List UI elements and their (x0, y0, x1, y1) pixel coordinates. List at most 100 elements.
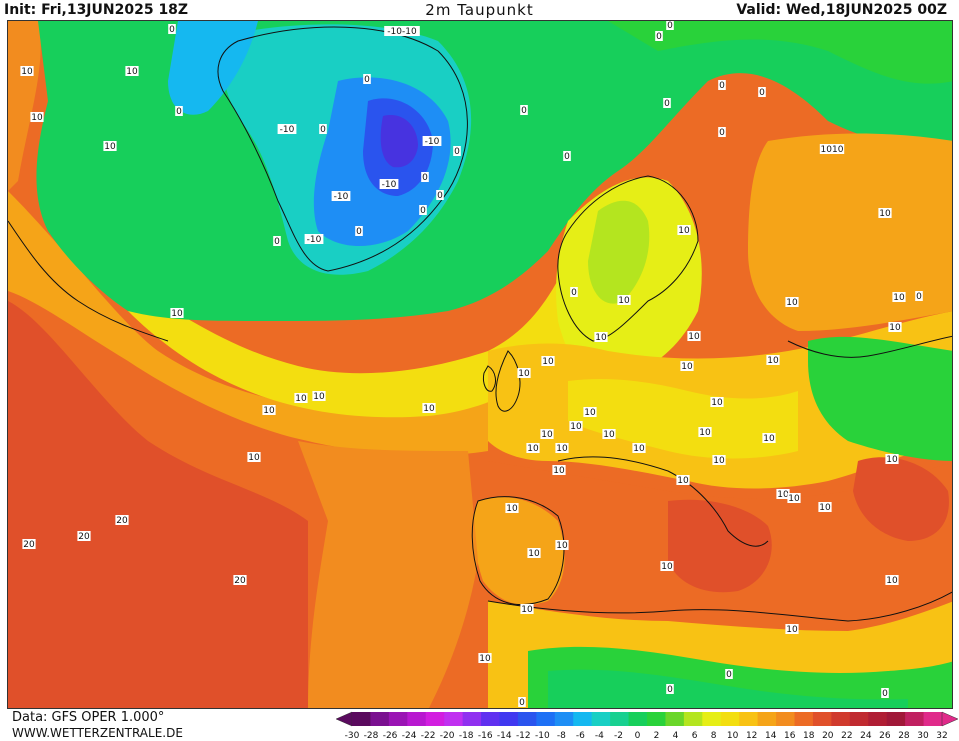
colorbar-tick-label: 16 (784, 731, 796, 740)
colorbar-tick-label: -10 (535, 731, 550, 740)
contour-label: 10 (294, 393, 308, 404)
contour-label: 10 (478, 653, 492, 664)
contour-label: -10 (331, 191, 351, 202)
contour-label-box (594, 332, 608, 342)
contour-label-text: 10 (677, 476, 689, 486)
contour-label-text: 10 (521, 605, 533, 615)
contour-label: 10 (170, 308, 184, 319)
contour-label-text: 10 (661, 562, 673, 572)
contour-label-text: 0 (667, 685, 673, 695)
canada-coast (8, 220, 169, 342)
colorbar-tick-label: 26 (879, 731, 891, 740)
contour-label-box (570, 287, 578, 297)
contour-label-box (541, 356, 555, 366)
contour-label-text: 10 (699, 428, 711, 438)
contour-label: 10 (892, 292, 906, 303)
colorbar-swatch (868, 712, 888, 726)
contour-label: 10 (885, 575, 899, 586)
contour-label: 10 (888, 322, 902, 333)
colorbar-swatch (886, 712, 906, 726)
colorbar-tick-label: 6 (692, 731, 698, 740)
contour-label-text: 10 (713, 456, 725, 466)
contour-label: 0 (663, 98, 671, 109)
colorbar-tick-label: 0 (635, 731, 641, 740)
contour-label-text: 10 (556, 444, 568, 454)
contour-label-text: 10 (479, 654, 491, 664)
contour-label-box (818, 502, 832, 512)
sahara-green-deep (548, 669, 908, 708)
contour-label-text: 10 (423, 404, 435, 414)
contour-label-text: 20 (23, 540, 35, 550)
contour-label: 10 (552, 465, 566, 476)
contour-label-text: 0 (364, 75, 370, 85)
contour-label-text: -10-10 (387, 27, 417, 37)
contour-label: 10 (885, 454, 899, 465)
contour-label-box (331, 191, 351, 201)
contour-label-box (478, 653, 492, 663)
contour-label: 10 (262, 405, 276, 416)
contour-label-text: 10 (506, 504, 518, 514)
contour-label: 10 (422, 403, 436, 414)
contour-label-box (419, 205, 427, 215)
colorbar-swatch (481, 712, 500, 726)
contour-label-text: 0 (667, 21, 673, 31)
contour-label: 10 (505, 503, 519, 514)
contour-label: 10 (710, 397, 724, 408)
contour-label-box (103, 141, 117, 151)
colorbar-swatch (647, 712, 666, 726)
contour-label-box (888, 322, 902, 332)
colorbar-tick-label: -18 (459, 731, 474, 740)
contour-label-box (294, 393, 308, 403)
contour-label-box (125, 66, 139, 76)
colorbar-arrow-right (941, 711, 958, 727)
colorbar-tick-label: -30 (345, 731, 360, 740)
colorbar-tick-label: 18 (803, 731, 815, 740)
colorbar-tick-label: -16 (478, 731, 493, 740)
contour-label-box (881, 688, 889, 698)
contour-label-box (505, 503, 519, 513)
colorbar-tick-label: 20 (822, 731, 834, 740)
colorbar-swatch (831, 712, 851, 726)
contour-label-text: 10 (263, 406, 275, 416)
contour-label-box (30, 112, 44, 122)
contour-label: 10 (660, 561, 674, 572)
coastlines (8, 26, 952, 622)
contour-label-text: 10 (678, 226, 690, 236)
contour-label: -10 (304, 234, 324, 245)
contour-label-box (115, 515, 129, 525)
colorbar-tick-label: 2 (654, 731, 660, 740)
contour-label-box (677, 225, 691, 235)
band-yellow (128, 261, 568, 418)
contour-label: 1010 (819, 144, 845, 155)
contour-label-text: 10 (528, 549, 540, 559)
contour-label: 0 (436, 190, 444, 201)
contour-label-box (819, 144, 845, 154)
colorbar-tick-label: -20 (440, 731, 455, 740)
contour-label-box (655, 31, 663, 41)
colorbar-swatch (849, 712, 869, 726)
contour-label: 10 (20, 66, 34, 77)
colorbar (336, 711, 958, 727)
colorbar-swatch (683, 712, 703, 726)
contour-label-text: 0 (564, 152, 570, 162)
contour-label-box (762, 433, 776, 443)
contour-label: 10 (776, 489, 790, 500)
contour-label: 10 (712, 455, 726, 466)
colorbar-swatch (407, 712, 427, 726)
contour-label-text: 10 (786, 625, 798, 635)
contour-label: 20 (77, 531, 91, 542)
contour-label-box (569, 421, 583, 431)
contour-label: 0 (718, 80, 726, 91)
contour-label: 0 (175, 106, 183, 117)
contour-label-text: 10 (541, 430, 553, 440)
contour-label: 0 (881, 688, 889, 699)
scandinavia-inner (588, 200, 650, 304)
contour-label-box (247, 452, 261, 462)
contour-label: 0 (915, 291, 923, 302)
contour-label: 10 (583, 407, 597, 418)
contour-label-box (632, 443, 646, 453)
colorbar-tick-label: -28 (364, 731, 379, 740)
colorbar-tick-label: -24 (402, 731, 417, 740)
contour-label-text: 0 (719, 81, 725, 91)
contour-label-text: 20 (78, 532, 90, 542)
